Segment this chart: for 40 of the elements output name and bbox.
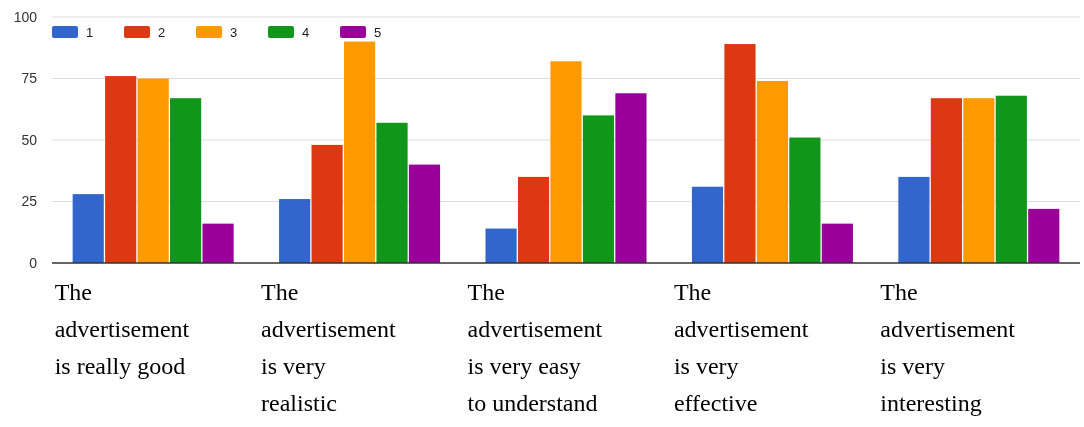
bar: [724, 44, 756, 263]
bar: [72, 194, 104, 263]
bar: [930, 98, 962, 263]
bar: [582, 115, 615, 263]
bar: [343, 41, 376, 263]
x-tick-label: The advertisement is very interesting: [880, 279, 1016, 416]
bar: [550, 61, 582, 263]
bar: [517, 176, 550, 263]
legend-label: 2: [158, 24, 166, 40]
bar: [408, 164, 441, 263]
x-tick-label: The advertisement is very realistic: [261, 279, 397, 416]
bar: [137, 78, 169, 263]
y-tick-label: 0: [29, 254, 38, 271]
legend-label: 4: [302, 24, 310, 40]
bar: [756, 80, 789, 263]
bar: [279, 199, 311, 263]
bar: [1028, 208, 1060, 263]
bar: [898, 176, 930, 263]
x-tick-label: The advertisement is really good: [54, 279, 190, 379]
legend-label: 3: [230, 24, 238, 40]
bar: [485, 228, 517, 263]
y-tick-label: 50: [21, 131, 38, 148]
y-tick-label: 75: [21, 70, 38, 87]
x-tick-label: The advertisement is very effective: [673, 279, 809, 416]
bar: [615, 93, 647, 263]
bar: [170, 98, 202, 263]
bar: [789, 137, 821, 263]
bar: [963, 98, 995, 263]
legend-label: 1: [86, 24, 94, 40]
bar: [202, 223, 234, 263]
bar: [105, 76, 137, 263]
bar: [821, 223, 853, 263]
legend-label: 5: [374, 24, 382, 40]
bar: [691, 186, 724, 263]
y-tick-label: 100: [13, 8, 38, 25]
x-tick-label: The advertisement is very easy to understand: [467, 279, 603, 416]
bar: [311, 144, 343, 263]
bar: [376, 122, 408, 263]
y-tick-label: 25: [21, 193, 38, 210]
bar: [995, 95, 1027, 263]
